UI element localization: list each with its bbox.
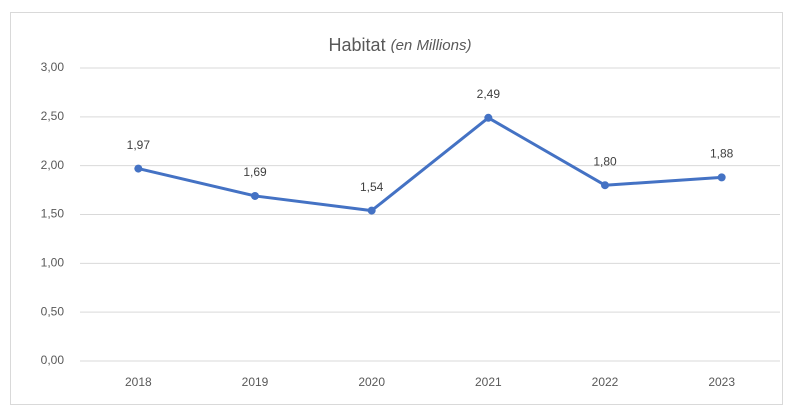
marker: [134, 164, 143, 173]
y-tick-label: 1,00: [41, 256, 65, 270]
data-label: 1,97: [127, 138, 151, 152]
x-tick-label: 2018: [125, 375, 152, 389]
marker: [251, 191, 259, 200]
y-tick-label: 0,00: [41, 353, 65, 367]
y-tick-label: 2,50: [41, 109, 65, 123]
y-tick-label: 2,00: [41, 158, 65, 172]
x-tick-label: 2023: [708, 375, 735, 389]
x-tick-label: 2019: [242, 375, 269, 389]
data-label: 1,69: [243, 165, 267, 179]
x-tick-label: 2020: [358, 375, 385, 389]
marker: [601, 181, 609, 190]
y-tick-label: 0,50: [41, 304, 65, 318]
x-tick-label: 2021: [475, 375, 502, 389]
chart-subtitle: (en Millions): [391, 37, 472, 54]
chart-border: [10, 12, 783, 405]
data-label: 1,80: [593, 154, 617, 168]
data-label: 2,49: [477, 87, 501, 101]
data-label: 1,54: [360, 180, 384, 194]
y-tick-label: 1,50: [41, 207, 65, 221]
y-tick-label: 3,00: [41, 60, 65, 74]
data-label: 1,88: [710, 147, 734, 161]
marker: [367, 206, 376, 215]
chart-title-group: Habitat (en Millions): [329, 35, 472, 55]
marker: [484, 113, 493, 122]
x-tick-label: 2022: [592, 375, 619, 389]
line: [137, 116, 722, 213]
marker: [717, 173, 726, 182]
chart-title: Habitat: [329, 35, 386, 55]
